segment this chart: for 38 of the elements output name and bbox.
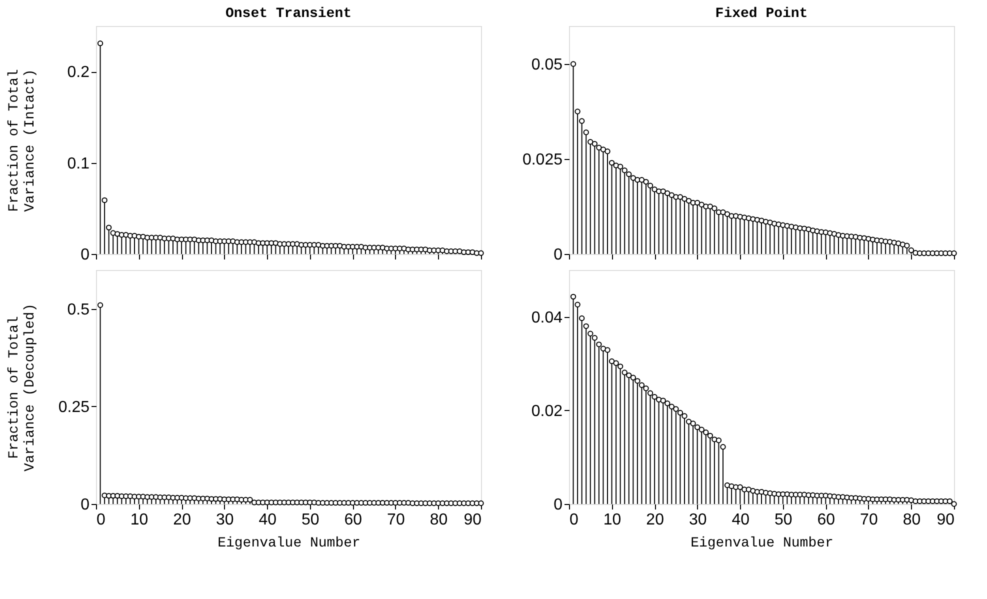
x-tick-label: 30 [688, 512, 707, 528]
y-axis-title: Fraction of Total Variance (Intact) [6, 69, 38, 212]
y-tick-label: 0.25 [58, 399, 90, 416]
x-tick-label: 70 [387, 512, 405, 528]
x-tick-label: 90 [936, 512, 955, 528]
y-tick-label: 0 [80, 246, 90, 264]
chart-title: Fixed Point [715, 6, 808, 22]
x-tick-label: 60 [817, 512, 836, 528]
x-axis-title: Eigenvalue Number [690, 536, 834, 552]
x-tick-label: 10 [130, 512, 148, 528]
x-tick-label: 80 [430, 512, 448, 528]
y-tick-label: 0.04 [531, 309, 563, 326]
y-tick-label: 0 [554, 496, 563, 514]
x-tick-label: 80 [902, 512, 921, 528]
y-axis-title: Fraction of Total Variance (Decoupled) [6, 303, 38, 472]
y-tick-label: 0 [554, 246, 563, 264]
y-tick-label: 0.2 [67, 64, 90, 82]
chart-title: Onset Transient [225, 6, 352, 22]
y-tick-label: 0.05 [531, 56, 563, 74]
x-tick-label: 50 [774, 512, 792, 528]
x-tick-label: 40 [732, 512, 750, 528]
y-tick-label: 0.5 [67, 302, 90, 318]
x-tick-label: 50 [301, 512, 320, 528]
x-tick-label: 20 [646, 512, 664, 528]
y-tick-label: 0 [80, 496, 90, 514]
x-tick-label: 70 [860, 512, 878, 528]
x-tick-label: 0 [570, 512, 578, 528]
x-tick-label: 20 [173, 512, 192, 528]
x-tick-label: 40 [258, 512, 277, 528]
x-tick-label: 10 [603, 512, 622, 528]
y-tick-label: 0.1 [67, 155, 90, 172]
y-tick-label: 0.025 [522, 152, 563, 168]
y-tick-label: 0.02 [531, 402, 563, 420]
x-tick-label: 0 [96, 512, 106, 528]
x-tick-label: 60 [344, 512, 362, 528]
x-axis-title: Eigenvalue Number [218, 536, 360, 552]
x-tick-label: 90 [464, 512, 482, 528]
x-tick-label: 30 [216, 512, 234, 528]
